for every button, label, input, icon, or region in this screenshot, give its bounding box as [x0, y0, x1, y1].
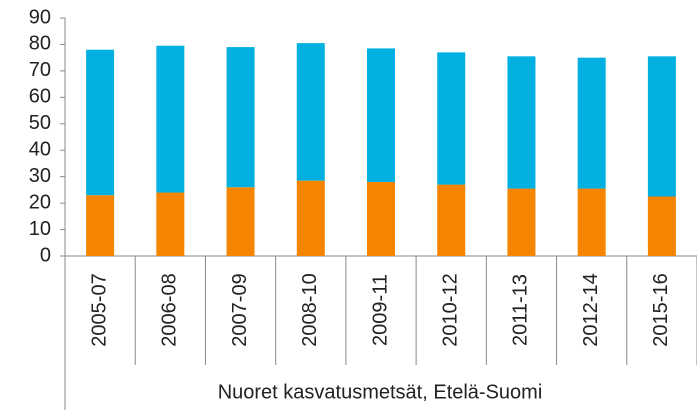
bar-segment	[296, 43, 325, 181]
bar-segment	[577, 188, 606, 256]
bar-segment	[156, 192, 185, 256]
bar-segment	[226, 47, 255, 188]
bar-segment	[86, 49, 115, 196]
x-tick-label: 2005-07	[88, 273, 110, 346]
y-tick-label: 20	[29, 191, 51, 213]
bar-segment	[647, 196, 676, 256]
y-tick-label: 40	[29, 139, 51, 161]
y-tick-label: 80	[29, 33, 51, 55]
bar-segment	[507, 188, 536, 256]
y-tick-label: 0	[40, 244, 51, 266]
bar-segment	[437, 52, 466, 185]
x-tick-label: 2011-13	[510, 274, 532, 346]
y-tick-label: 10	[29, 218, 51, 240]
bar-segment	[437, 184, 466, 256]
x-tick-label: 2009-11	[369, 274, 391, 346]
y-tick-label: 30	[29, 165, 51, 187]
x-tick-label: 2012-14	[580, 273, 602, 346]
bar-segment	[647, 56, 676, 197]
bar-segment	[577, 57, 606, 189]
y-tick-label: 90	[29, 6, 51, 28]
bar-segment	[367, 48, 395, 182]
y-tick-label: 50	[29, 112, 51, 134]
bar-segment	[156, 45, 185, 193]
y-tick-label: 60	[29, 86, 51, 108]
bar-segment	[86, 195, 115, 256]
y-tick-label: 70	[29, 59, 51, 81]
x-tick-label: 2015-16	[650, 273, 672, 346]
x-tick-label: 2010-12	[440, 273, 462, 346]
bar-segment	[507, 56, 536, 189]
x-tick-label: 2006-08	[159, 273, 181, 346]
bar-segment	[226, 187, 255, 256]
x-tick-label: 2008-10	[299, 273, 321, 346]
bar-segment	[367, 181, 395, 256]
group-label: Nuoret kasvatusmetsät, Etelä-Suomi	[218, 381, 543, 403]
x-tick-label: 2007-09	[229, 273, 251, 346]
bar-segment	[296, 180, 325, 256]
